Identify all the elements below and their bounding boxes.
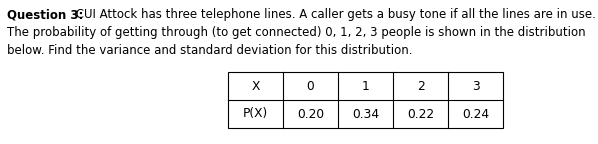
Text: 0.22: 0.22 [407, 108, 434, 121]
Text: below. Find the variance and standard deviation for this distribution.: below. Find the variance and standard de… [7, 44, 413, 57]
Text: 0.20: 0.20 [297, 108, 324, 121]
Text: 2: 2 [417, 79, 425, 92]
Text: The probability of getting through (to get connected) 0, 1, 2, 3 people is shown: The probability of getting through (to g… [7, 26, 585, 39]
Text: P(X): P(X) [243, 108, 268, 121]
Text: 0.34: 0.34 [352, 108, 379, 121]
Bar [228, 72, 503, 128]
Text: 1: 1 [362, 79, 370, 92]
Text: 0: 0 [307, 79, 315, 92]
Text: Question 3:: Question 3: [7, 8, 83, 21]
Text: 0.24: 0.24 [462, 108, 489, 121]
Text: X: X [251, 79, 260, 92]
Text: 3: 3 [472, 79, 480, 92]
Text: CUI Attock has three telephone lines. A caller gets a busy tone if all the lines: CUI Attock has three telephone lines. A … [72, 8, 596, 21]
